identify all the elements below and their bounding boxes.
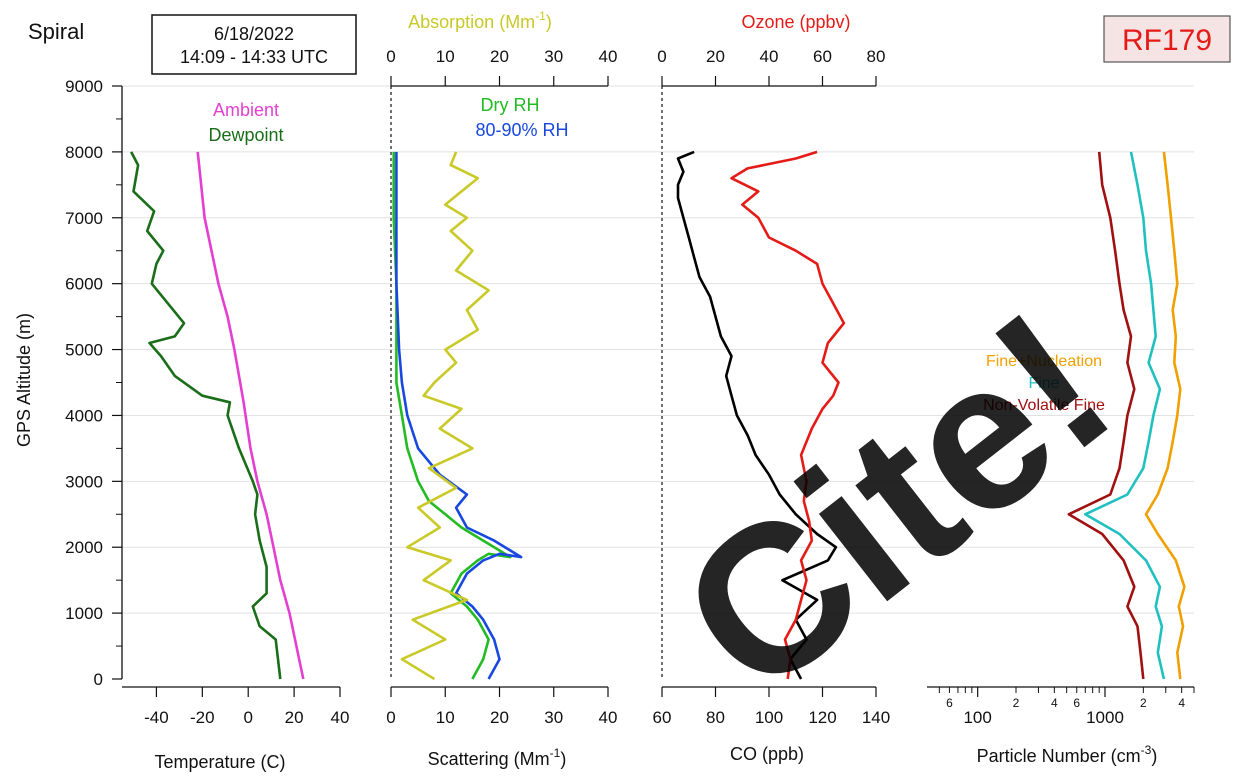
legend-dry-rh: Dry RH <box>481 95 540 115</box>
co-tick-label: 100 <box>755 708 783 727</box>
grid-lines <box>118 85 1194 614</box>
y-tick-label: 2000 <box>65 538 103 557</box>
series-dewpoint <box>130 151 282 680</box>
series-ozone <box>730 150 846 680</box>
ozone-axis-label: Ozone (ppbv) <box>741 12 850 32</box>
scattering-axis-label: Scattering (Mm-1) <box>428 746 567 769</box>
absorption-top-tick-label: 0 <box>386 47 395 66</box>
temperature-axis-label: Temperature (C) <box>154 752 285 772</box>
y-tick-label: 6000 <box>65 275 103 294</box>
temperature-tick-label: 20 <box>285 708 304 727</box>
y-tick-label: 8000 <box>65 143 103 162</box>
legend-80-90-rh: 80-90% RH <box>475 120 568 140</box>
series-80-90-rh <box>395 151 523 680</box>
scattering-tick-label: 20 <box>490 708 509 727</box>
series-absorption <box>400 151 490 681</box>
flight-id-label: RF179 <box>1122 24 1212 57</box>
co-tick-label: 140 <box>862 708 890 727</box>
co-tick-label: 60 <box>653 708 672 727</box>
absorption-axis-label: Absorption (Mm-1) <box>408 9 552 32</box>
particle-minor-label: 6 <box>1073 696 1080 710</box>
y-tick-label: 3000 <box>65 472 103 491</box>
series-lines <box>130 150 1186 681</box>
particle-minor-label: 4 <box>1178 696 1185 710</box>
y-tick-label: 4000 <box>65 406 103 425</box>
co-axis-label: CO (ppb) <box>730 744 804 764</box>
y-tick-label: 1000 <box>65 604 103 623</box>
y-tick-label: 5000 <box>65 341 103 360</box>
co-tick-label: 120 <box>808 708 836 727</box>
absorption-top-tick-label: 40 <box>599 47 618 66</box>
legend-non-volatile-fine: Non-Volatile Fine <box>983 397 1105 414</box>
temperature-tick-label: -40 <box>144 708 169 727</box>
series-fine-nucleation <box>1144 151 1186 680</box>
date-box <box>151 14 357 75</box>
series-co <box>676 150 838 680</box>
scattering-tick-label: 10 <box>436 708 455 727</box>
legend-fine-nucleation: Fine+Nucleation <box>986 353 1102 370</box>
legend-fine: Fine <box>1028 375 1059 392</box>
ozone-top-tick-label: 40 <box>760 47 779 66</box>
watermark: Cite! <box>639 267 1151 739</box>
ozone-top-tick-label: 0 <box>657 47 666 66</box>
co-tick-label: 80 <box>706 708 725 727</box>
legend-ambient: Ambient <box>213 100 279 120</box>
particle-minor-label: 2 <box>1140 696 1147 710</box>
temperature-tick-label: 40 <box>331 708 350 727</box>
series-fine <box>1084 151 1166 680</box>
chart-title: Spiral <box>28 19 84 44</box>
ozone-top-tick-label: 60 <box>813 47 832 66</box>
series-dry-rh <box>392 151 512 680</box>
particle-minor-label: 4 <box>1051 696 1058 710</box>
particle-tick-label: 100 <box>963 708 991 727</box>
series-non-volatile-fine <box>1067 151 1145 680</box>
legend-dewpoint: Dewpoint <box>208 125 283 145</box>
time-range-label: 14:09 - 14:33 UTC <box>180 47 328 67</box>
particle-minor-label: 6 <box>946 696 953 710</box>
particle-tick-label: 1000 <box>1086 708 1124 727</box>
particle-number-axis-label: Particle Number (cm-3) <box>977 743 1158 766</box>
scattering-tick-label: 30 <box>544 708 563 727</box>
y-tick-label: 0 <box>94 670 103 689</box>
temperature-tick-label: 0 <box>243 708 252 727</box>
axes: 0100020003000400050006000700080009000-40… <box>65 47 1195 727</box>
y-tick-label: 7000 <box>65 209 103 228</box>
absorption-top-tick-label: 30 <box>544 47 563 66</box>
ozone-top-tick-label: 80 <box>867 47 886 66</box>
series-ambient <box>196 151 305 680</box>
flight-id-box <box>1103 15 1231 63</box>
particle-minor-label: 2 <box>1013 696 1020 710</box>
y-tick-label: 9000 <box>65 77 103 96</box>
scattering-tick-label: 0 <box>386 708 395 727</box>
date-label: 6/18/2022 <box>214 24 294 44</box>
y-axis-label: GPS Altitude (m) <box>14 313 34 447</box>
scattering-tick-label: 40 <box>599 708 618 727</box>
absorption-top-tick-label: 10 <box>436 47 455 66</box>
absorption-top-tick-label: 20 <box>490 47 509 66</box>
ozone-top-tick-label: 20 <box>706 47 725 66</box>
temperature-tick-label: -20 <box>190 708 215 727</box>
